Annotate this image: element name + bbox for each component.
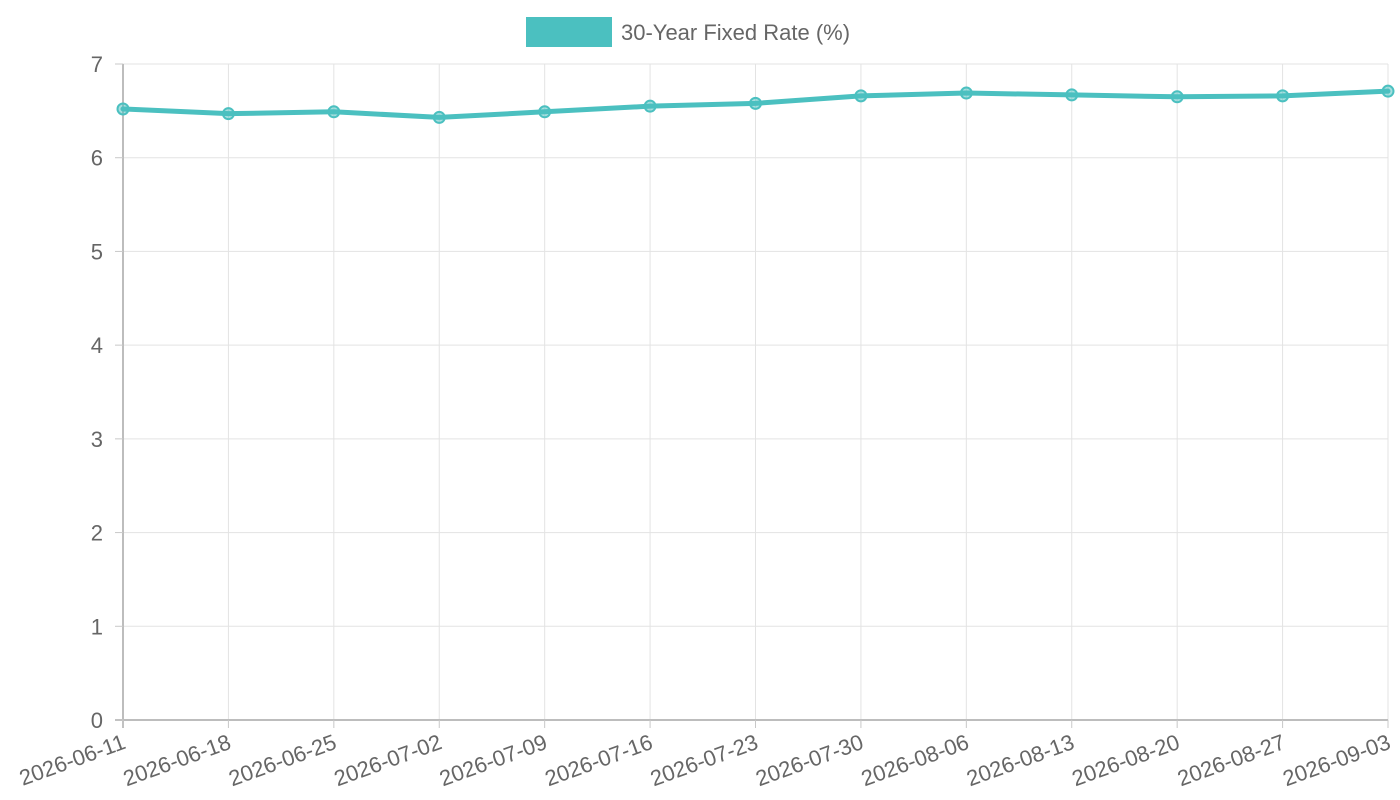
y-tick-label: 6 bbox=[91, 146, 103, 171]
data-point[interactable] bbox=[327, 105, 341, 119]
data-point[interactable] bbox=[643, 99, 657, 113]
x-tick-label: 2026-08-20 bbox=[1069, 729, 1183, 791]
x-tick-label: 2026-08-06 bbox=[858, 729, 972, 791]
data-point[interactable] bbox=[116, 102, 130, 116]
legend-swatch[interactable] bbox=[526, 17, 612, 47]
y-axis-ticks: 0 1 2 3 4 5 6 7 bbox=[91, 52, 123, 733]
x-tick-label: 2026-06-18 bbox=[120, 729, 234, 791]
y-tick-label: 2 bbox=[91, 521, 103, 546]
data-point[interactable] bbox=[854, 89, 868, 103]
data-point[interactable] bbox=[1170, 90, 1184, 104]
x-tick-label: 2026-06-25 bbox=[225, 729, 339, 791]
x-tick-label: 2026-09-03 bbox=[1279, 729, 1393, 791]
data-point[interactable] bbox=[749, 96, 762, 110]
x-tick-label: 2026-07-02 bbox=[331, 729, 445, 791]
y-tick-label: 1 bbox=[91, 614, 103, 639]
x-axis-ticks: 2026-06-112026-06-182026-06-252026-07-02… bbox=[16, 720, 1394, 791]
axes bbox=[115, 64, 1388, 728]
y-tick-label: 5 bbox=[91, 239, 103, 264]
legend-label[interactable]: 30-Year Fixed Rate (%) bbox=[621, 20, 850, 45]
y-tick-label: 7 bbox=[91, 52, 103, 77]
x-tick-label: 2026-06-11 bbox=[16, 729, 129, 790]
data-point[interactable] bbox=[1276, 89, 1290, 103]
y-tick-label: 0 bbox=[91, 708, 103, 733]
grid bbox=[122, 63, 1389, 721]
series-layer bbox=[116, 84, 1395, 124]
data-point[interactable] bbox=[221, 107, 235, 121]
y-tick-label: 3 bbox=[91, 427, 103, 452]
y-tick-label: 4 bbox=[91, 333, 103, 358]
data-point[interactable] bbox=[538, 105, 552, 119]
x-tick-label: 2026-07-09 bbox=[436, 729, 550, 791]
data-point[interactable] bbox=[432, 110, 446, 124]
legend[interactable]: 30-Year Fixed Rate (%) bbox=[526, 17, 850, 47]
data-point[interactable] bbox=[1381, 84, 1395, 98]
x-tick-label: 2026-08-27 bbox=[1174, 729, 1288, 791]
data-point[interactable] bbox=[1065, 88, 1079, 102]
x-tick-label: 2026-07-16 bbox=[541, 729, 655, 791]
x-tick-label: 2026-07-23 bbox=[647, 729, 761, 791]
x-tick-label: 2026-07-30 bbox=[752, 729, 866, 791]
data-point[interactable] bbox=[959, 86, 973, 100]
x-tick-label: 2026-08-13 bbox=[963, 729, 1077, 791]
